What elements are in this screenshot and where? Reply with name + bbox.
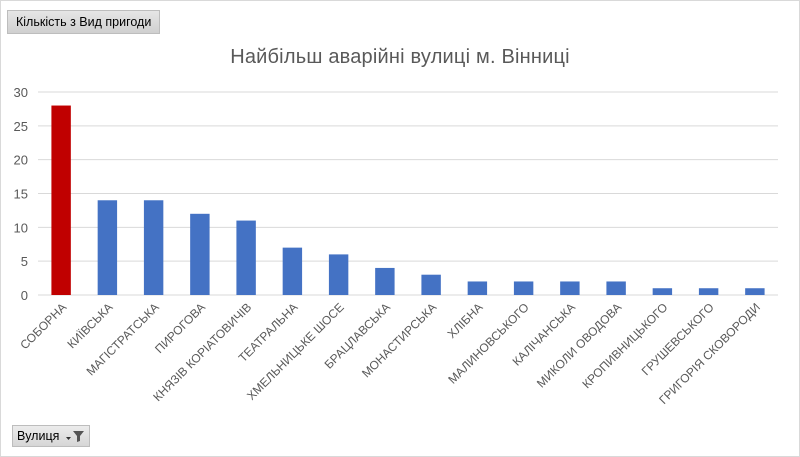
y-tick-label: 25 — [14, 119, 28, 134]
bar — [190, 213, 210, 295]
bar — [606, 281, 626, 295]
axis-field-label: Вулиця — [17, 429, 60, 443]
x-tick-label: ХЛІБНА — [445, 300, 486, 341]
x-tick-label: СОБОРНА — [17, 300, 69, 352]
y-tick-label: 15 — [14, 187, 28, 202]
bar — [421, 274, 441, 295]
y-tick-label: 5 — [21, 254, 28, 269]
y-tick-label: 20 — [14, 153, 28, 168]
bar — [652, 288, 673, 295]
bar — [282, 247, 303, 295]
bar — [236, 220, 256, 295]
bar — [97, 200, 118, 295]
y-tick-label: 30 — [14, 85, 28, 100]
bar — [560, 281, 580, 295]
value-field-button[interactable]: Кількість з Вид пригоди — [7, 10, 161, 34]
bar — [328, 254, 349, 295]
bar — [513, 281, 534, 295]
chart-title: Найбільш аварійні вулиці м. Вінниці — [230, 46, 570, 68]
bar — [467, 281, 488, 295]
filter-icon — [65, 429, 85, 443]
x-tick-label: МАЛИНОВСЬКОГО — [445, 300, 531, 386]
y-tick-label: 0 — [21, 288, 28, 303]
bar — [375, 267, 395, 295]
bar — [698, 288, 719, 295]
bar — [51, 105, 71, 296]
x-tick-label: МИКОЛИ ОВОДОВА — [534, 300, 624, 390]
axis-field-filter-button[interactable]: Вулиця — [12, 425, 91, 447]
bar — [745, 288, 765, 295]
y-tick-label: 10 — [14, 220, 28, 235]
x-tick-label: КРОПИВНИЦЬКОГО — [579, 300, 670, 391]
bar — [143, 200, 164, 295]
